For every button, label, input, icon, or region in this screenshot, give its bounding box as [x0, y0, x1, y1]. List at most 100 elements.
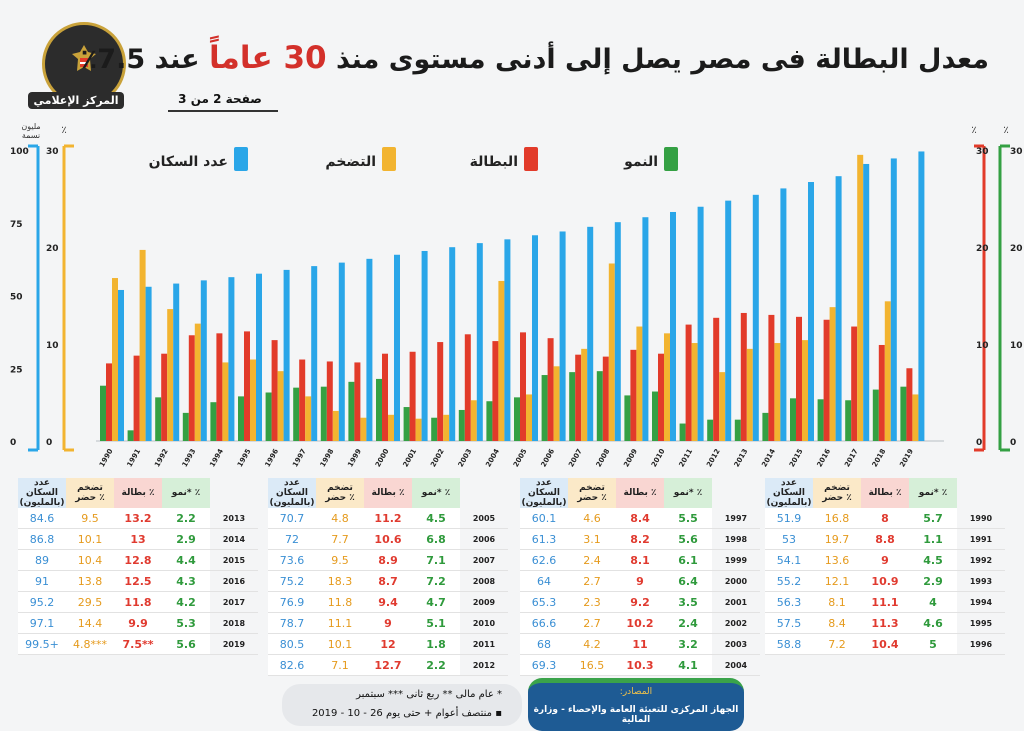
unemployment-bar: [740, 312, 747, 441]
table-cell-i: 13.8: [66, 570, 114, 592]
growth-bar: [790, 398, 796, 441]
table-cell-p: 89: [18, 549, 66, 571]
growth-tick-label: 0: [1010, 438, 1016, 448]
table-cell-i: 4.6: [568, 508, 616, 529]
table-row: 69.3 16.5 10.3 4.1 2004: [520, 654, 760, 676]
population-bar: [670, 211, 676, 441]
table-cell-u: 10.9: [861, 570, 909, 592]
table-row: 68 4.2 11 3.2 2003: [520, 633, 760, 655]
inflation-bar: [608, 263, 615, 441]
inflation-bar: [553, 366, 560, 441]
table-cell-p: 72: [268, 528, 316, 550]
year-tick-label: 2005: [512, 447, 529, 468]
table-cell-g: 2.4: [664, 612, 712, 634]
table-cell-yr: 2013: [210, 508, 258, 529]
table-cell-p: 64: [520, 570, 568, 592]
table-header-p: عدد السكان (بالمليون): [765, 478, 813, 508]
table-cell-g: 4.5: [909, 549, 957, 571]
unemployment-bar: [685, 324, 692, 441]
growth-bar: [155, 397, 162, 441]
table-cell-u: 8.9: [364, 549, 412, 571]
source-box: المصادر: الجهاز المركزى للتعبئة العامة و…: [528, 678, 744, 731]
pop-tick-label: 75: [10, 220, 23, 230]
year-tick-label: 2007: [567, 447, 584, 468]
growth-bar: [403, 407, 410, 441]
unemployment-bar: [658, 353, 664, 441]
population-bar: [752, 194, 759, 441]
growth-bar: [238, 396, 244, 441]
legend-label-growth: النمو: [623, 154, 658, 170]
table-cell-g: 4.5: [412, 508, 460, 529]
table-cell-u: 11.1: [861, 591, 909, 613]
table-cell-yr: 2010: [460, 612, 508, 634]
unemployment-bar: [464, 334, 471, 441]
table-cell-yr: 1994: [957, 591, 1005, 613]
table-cell-p: 97.1: [18, 612, 66, 634]
table-row: 78.7 11.1 9 5.1 2010: [268, 612, 508, 634]
table-cell-yr: 2018: [210, 612, 258, 634]
title-post: عند 7.5٪: [80, 44, 200, 75]
growth-tick-label: 30: [1010, 147, 1023, 157]
year-tick-label: 1991: [126, 447, 143, 468]
table-row: 95.2 29.5 11.8 4.2 2017: [18, 591, 258, 613]
table-row: 62.6 2.4 8.1 6.1 1999: [520, 549, 760, 571]
table-cell-i: 19.7: [813, 528, 861, 550]
inflation-bar: [581, 348, 588, 441]
inflation-bar: [526, 394, 532, 441]
table-cell-yr: 2017: [210, 591, 258, 613]
table-cell-i: 16.5: [568, 654, 616, 676]
table-header-row: عدد السكان (بالمليون) تضخم حضر ٪ بطالة ٪ نم…: [520, 478, 760, 508]
table-cell-yr: 2005: [460, 508, 508, 529]
data-table-3: عدد السكان (بالمليون) تضخم حضر ٪ بطالة ٪ نم…: [268, 478, 508, 676]
table-cell-yr: 1992: [957, 549, 1005, 571]
table-cell-u: 11: [616, 633, 664, 655]
growth-bar: [872, 389, 879, 441]
year-tick-label: 2006: [540, 447, 557, 468]
data-table-1: عدد السكان (بالمليون) تضخم حضر ٪ بطالة ٪ نم…: [765, 478, 1005, 655]
table-row: 55.2 12.1 10.9 2.9 1993: [765, 570, 1005, 592]
table-cell-g: 7.2: [412, 570, 460, 592]
year-tick-label: 2009: [622, 447, 639, 468]
table-cell-p: 73.6: [268, 549, 316, 571]
table-cell-yr: 1997: [712, 508, 760, 529]
table-row: 65.3 2.3 9.2 3.5 2001: [520, 591, 760, 613]
table-row: 70.7 4.8 11.2 4.5 2005: [268, 508, 508, 529]
inflation-bar: [112, 278, 118, 441]
table-cell-i: 12.1: [813, 570, 861, 592]
population-bar: [504, 239, 511, 441]
inflation-tick-label: 30: [46, 147, 59, 157]
table-cell-yr: 1996: [957, 633, 1005, 655]
table-row: 99.5+ 4.8*** 7.5** 5.6 2019: [18, 633, 258, 655]
table-header-g: نمو* ٪: [162, 478, 210, 508]
table-cell-u: 12: [364, 633, 412, 655]
population-bar: [118, 289, 124, 441]
table-cell-i: 10.4: [66, 549, 114, 571]
table-cell-yr: 1990: [957, 508, 1005, 529]
table-cell-p: 70.7: [268, 508, 316, 529]
growth-bar: [762, 412, 769, 441]
unemployment-bar: [630, 349, 637, 441]
table-row: 82.6 7.1 12.7 2.2 2012: [268, 654, 508, 676]
table-cell-p: 54.1: [765, 549, 813, 571]
table-header-u: بطالة ٪: [861, 478, 909, 508]
table-cell-yr: 1999: [712, 549, 760, 571]
logo-caption: المركز الإعلامي: [28, 92, 124, 109]
growth-bar: [458, 409, 465, 441]
table-cell-yr: 2004: [712, 654, 760, 676]
unemployment-bar: [188, 335, 195, 441]
table-cell-p: 58.8: [765, 633, 813, 655]
table-cell-p: 69.3: [520, 654, 568, 676]
population-bar: [311, 266, 318, 441]
table-cell-i: 2.3: [568, 591, 616, 613]
table-cell-p: 68: [520, 633, 568, 655]
table-cell-u: 8: [861, 508, 909, 529]
growth-bar: [569, 372, 576, 441]
inflation-bar: [774, 343, 781, 441]
unemployment-bar: [713, 317, 720, 441]
table-header-i: تضخم حضر ٪: [66, 478, 114, 508]
year-tick-label: 2019: [898, 447, 915, 468]
table-cell-yr: 2001: [712, 591, 760, 613]
table-header-year: [460, 478, 508, 508]
table-cell-i: 2.4: [568, 549, 616, 571]
table-cell-i: 8.4: [813, 612, 861, 634]
